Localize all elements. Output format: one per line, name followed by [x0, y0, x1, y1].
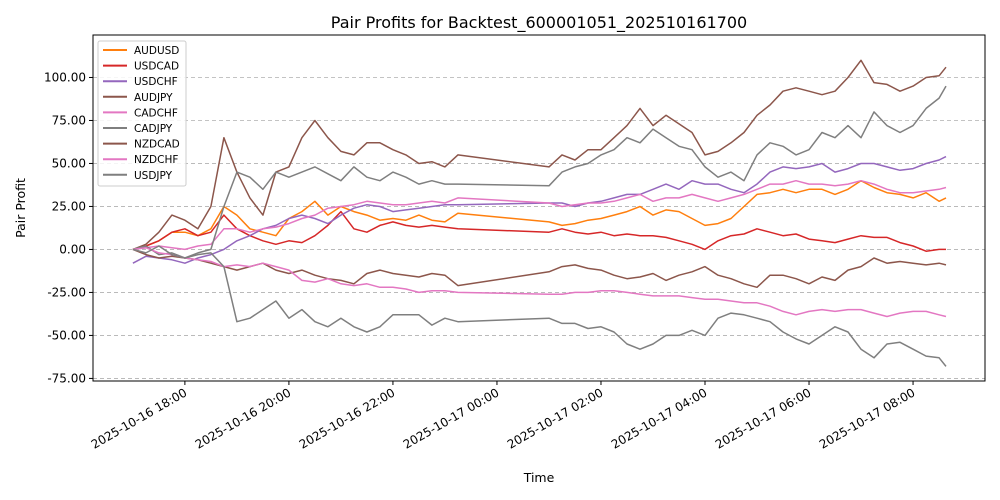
legend-label-cadjpy: CADJPY: [134, 123, 173, 135]
plot-frame: [92, 34, 986, 382]
legend-label-nzdchf: NZDCHF: [134, 154, 178, 166]
y-axis-ticks: -75.00 -50.00 -25.00 0.00 25.00 50.00 75.00 100…: [44, 70, 93, 385]
y-tick-label: 75.00: [52, 113, 86, 127]
y-tick-label: -75.00: [47, 371, 86, 385]
y-tick-label: 25.00: [52, 199, 86, 213]
y-tick-label: 50.00: [52, 156, 86, 170]
y-tick-label: 0.00: [59, 242, 86, 256]
series-line-usdchf: [132, 155, 947, 264]
series-lines: [132, 59, 947, 367]
y-tick-label: 100.00: [44, 70, 86, 84]
y-axis-label: Pair Profit: [13, 178, 28, 238]
series-line-nzdchf: [132, 246, 947, 318]
legend-label-nzdcad: NZDCAD: [134, 139, 180, 151]
series-line-usdjpy: [132, 245, 947, 367]
x-axis-label: Time: [523, 470, 555, 485]
legend-label-audusd: AUDUSD: [134, 45, 179, 57]
series-line-audjpy: [132, 59, 947, 251]
y-tick-label: -50.00: [47, 328, 86, 342]
series-line-usdcad: [132, 210, 946, 252]
legend-box: [97, 40, 187, 187]
legend: AUDUSD USDCAD USDCHF AUDJPY CADCHF CADJPY NZDC…: [97, 40, 187, 187]
grid-lines: [93, 77, 985, 379]
series-line-cadchf: [132, 179, 947, 251]
legend-label-usdcad: USDCAD: [134, 61, 179, 73]
y-tick-label: -25.00: [47, 285, 86, 299]
legend-label-cadchf: CADCHF: [134, 107, 178, 119]
legend-label-usdjpy: USDJPY: [134, 170, 173, 182]
chart-title: Pair Profits for Backtest_600001051_2025…: [331, 13, 747, 33]
legend-label-audjpy: AUDJPY: [134, 92, 173, 104]
legend-label-usdchf: USDCHF: [134, 76, 178, 88]
series-line-cadjpy: [132, 85, 947, 259]
